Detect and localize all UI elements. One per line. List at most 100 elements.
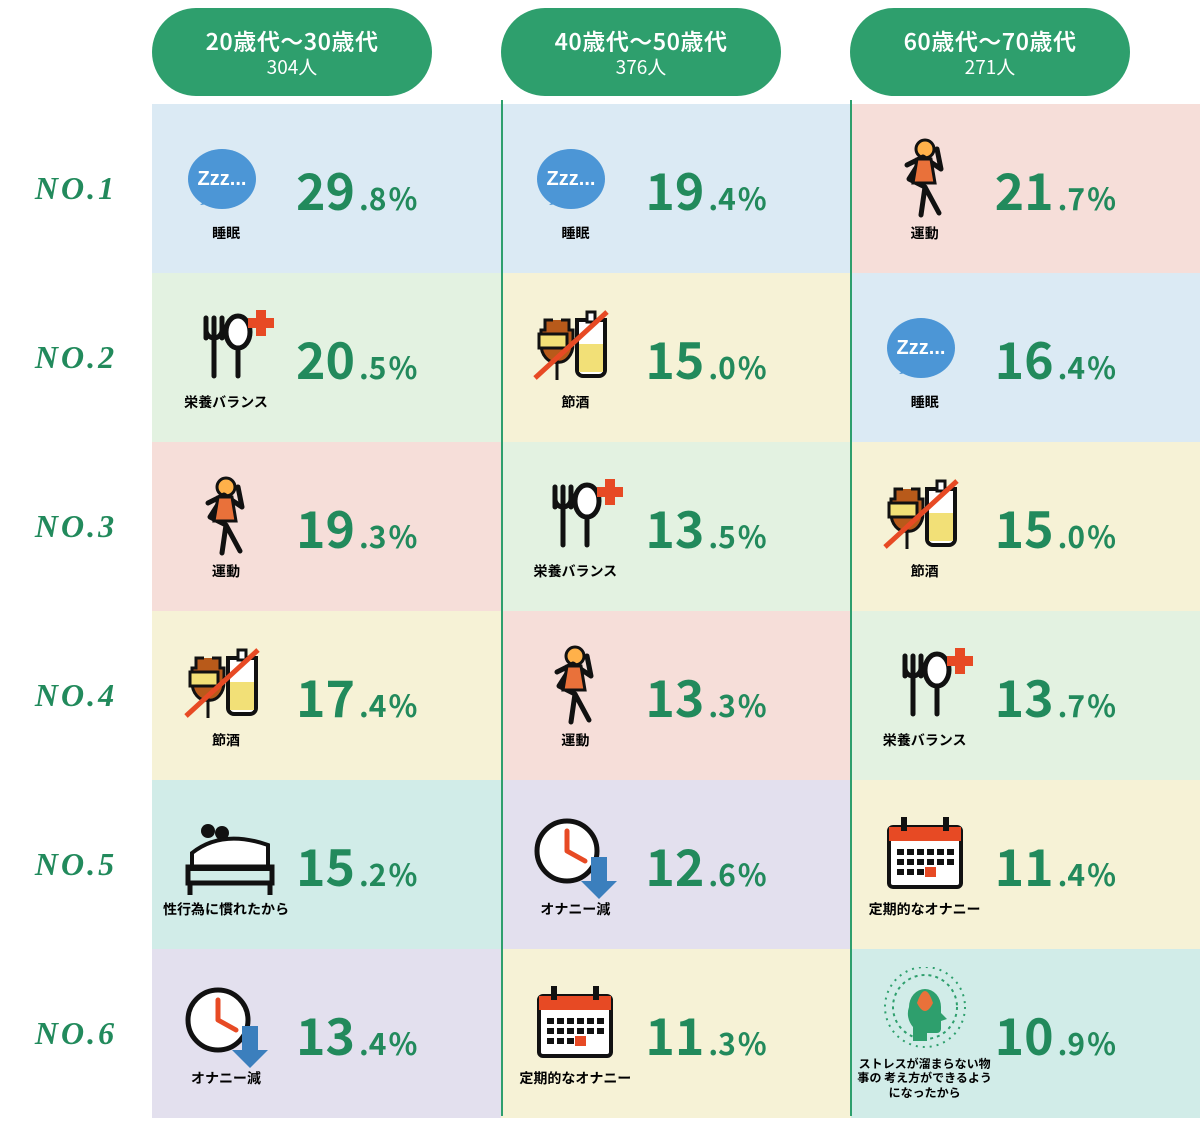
cell-label: オナニー減 [191, 1070, 261, 1087]
pct-dec: .7 [1058, 682, 1085, 726]
cell-label: 睡眠 [911, 394, 939, 411]
pct-dec: .3 [359, 513, 386, 557]
cell-label: 節酒 [561, 394, 589, 411]
cell-label: 節酒 [212, 732, 240, 749]
nutrition-icon: 栄養バランス [855, 642, 995, 749]
pct-int: 15 [995, 491, 1054, 563]
pct-int: 13 [645, 491, 704, 563]
bubble-count: 304人 [267, 55, 318, 79]
alcohol-icon: 節酒 [156, 642, 296, 749]
pct-sign: % [738, 1020, 767, 1064]
cell-percentage: 13.5% [645, 491, 838, 563]
bubble-title: 60歳代〜70歳代 [904, 26, 1077, 55]
ranking-cell: 睡眠 16.4% [851, 273, 1200, 442]
ranking-row: NO.3 運動 19.3% 栄養バランス 13.5% 節酒 15.0% [0, 442, 1200, 611]
ranking-cell: オナニー減12.6% [501, 780, 850, 949]
pct-int: 13 [645, 660, 704, 732]
cell-percentage: 19.3% [296, 491, 489, 563]
bubble-count: 376人 [616, 55, 667, 79]
pct-dec: .0 [1058, 513, 1085, 557]
pct-sign: % [1087, 175, 1116, 219]
cell-label: 栄養バランス [184, 394, 268, 411]
pct-sign: % [388, 682, 417, 726]
nutrition-icon: 栄養バランス [505, 473, 645, 580]
rank-label: NO.5 [0, 780, 152, 949]
ranking-cell: 栄養バランス20.5% [152, 273, 501, 442]
rank-label: NO.3 [0, 442, 152, 611]
ranking-cell: 運動 19.3% [152, 442, 501, 611]
pct-dec: .6 [708, 851, 735, 895]
bed-icon: 性行為に慣れたから [156, 811, 296, 918]
row-cells: 節酒17.4%運動13.3%栄養バランス13.7% [152, 611, 1200, 780]
pct-int: 10 [995, 998, 1054, 1070]
pct-sign: % [388, 851, 417, 895]
pct-int: 15 [296, 829, 355, 901]
cell-percentage: 21.7% [995, 153, 1188, 225]
cell-label: 睡眠 [212, 225, 240, 242]
cell-percentage: 17.4% [296, 660, 489, 732]
pct-int: 11 [995, 829, 1054, 901]
cell-label: 運動 [212, 563, 240, 580]
pct-int: 17 [296, 660, 355, 732]
cell-percentage: 15.0% [645, 322, 838, 394]
ranking-cell: 睡眠19.4% [501, 104, 850, 273]
calendar-icon: 定期的なオナニー [855, 811, 995, 918]
ranking-cell: オナニー減 13.4% [152, 949, 501, 1118]
cell-label: 定期的なオナニー [869, 901, 981, 918]
ranking-grid: NO.1睡眠29.8%睡眠19.4%運動21.7%NO.2栄養バランス20.5%… [0, 104, 1200, 1118]
calendar-icon: 定期的なオナニー [505, 980, 645, 1087]
pct-dec: .5 [359, 344, 386, 388]
cell-label: 運動 [911, 225, 939, 242]
pct-sign: % [738, 344, 767, 388]
exercise-icon: 運動 [505, 642, 645, 749]
pct-dec: .4 [708, 175, 735, 219]
pct-dec: .0 [708, 344, 735, 388]
pct-sign: % [738, 682, 767, 726]
pct-sign: % [388, 513, 417, 557]
pct-dec: .7 [1058, 175, 1085, 219]
cell-label: 性行為に慣れたから [163, 901, 289, 918]
ranking-cell: 節酒 15.0% [501, 273, 850, 442]
cell-percentage: 16.4% [995, 322, 1188, 394]
cell-percentage: 13.4% [296, 998, 489, 1070]
pct-int: 19 [296, 491, 355, 563]
pct-sign: % [1087, 851, 1116, 895]
cell-label: 栄養バランス [533, 563, 617, 580]
pct-dec: .4 [359, 1020, 386, 1064]
clock-icon: オナニー減 [156, 980, 296, 1087]
mind-icon: ストレスが溜まらない物事の 考え方ができるようになったから [855, 967, 995, 1100]
ranking-cell: 運動 21.7% [851, 104, 1200, 273]
ranking-row: NO.6オナニー減13.4%定期的なオナニー11.3%ストレスが溜まらない物事の… [0, 949, 1200, 1118]
age-bubble-60-70: 60歳代〜70歳代 271人 [850, 8, 1130, 96]
pct-int: 21 [995, 153, 1054, 225]
ranking-cell: 栄養バランス 13.5% [501, 442, 850, 611]
cell-percentage: 10.9% [995, 998, 1188, 1070]
cell-label: 節酒 [911, 563, 939, 580]
pct-sign: % [1087, 513, 1116, 557]
ranking-cell: 節酒 15.0% [851, 442, 1200, 611]
cell-label: 栄養バランス [883, 732, 967, 749]
cell-label: 定期的なオナニー [519, 1070, 631, 1087]
cell-percentage: 11.3% [645, 998, 838, 1070]
pct-int: 15 [645, 322, 704, 394]
ranking-row: NO.1睡眠29.8%睡眠19.4%運動21.7% [0, 104, 1200, 273]
age-bubble-40-50: 40歳代〜50歳代 376人 [501, 8, 781, 96]
pct-int: 29 [296, 153, 355, 225]
column-separator-2 [850, 100, 852, 1116]
cell-label: 睡眠 [561, 225, 589, 242]
ranking-cell: ストレスが溜まらない物事の 考え方ができるようになったから10.9% [851, 949, 1200, 1118]
ranking-cell: 定期的なオナニー11.4% [851, 780, 1200, 949]
sleep-icon: 睡眠 [156, 135, 296, 242]
pct-dec: .3 [708, 1020, 735, 1064]
pct-dec: .3 [708, 682, 735, 726]
cell-percentage: 13.3% [645, 660, 838, 732]
pct-sign: % [388, 1020, 417, 1064]
sleep-icon: 睡眠 [855, 304, 995, 411]
cell-percentage: 29.8% [296, 153, 489, 225]
ranking-cell: 栄養バランス13.7% [851, 611, 1200, 780]
ranking-cell: 性行為に慣れたから15.2% [152, 780, 501, 949]
row-cells: 性行為に慣れたから15.2%オナニー減12.6%定期的なオナニー11.4% [152, 780, 1200, 949]
pct-sign: % [388, 344, 417, 388]
cell-label: オナニー減 [540, 901, 610, 918]
row-cells: オナニー減 13.4% 定期的なオナニー 11.3%ストレスが溜まらない物事の 考え方… [152, 949, 1200, 1118]
